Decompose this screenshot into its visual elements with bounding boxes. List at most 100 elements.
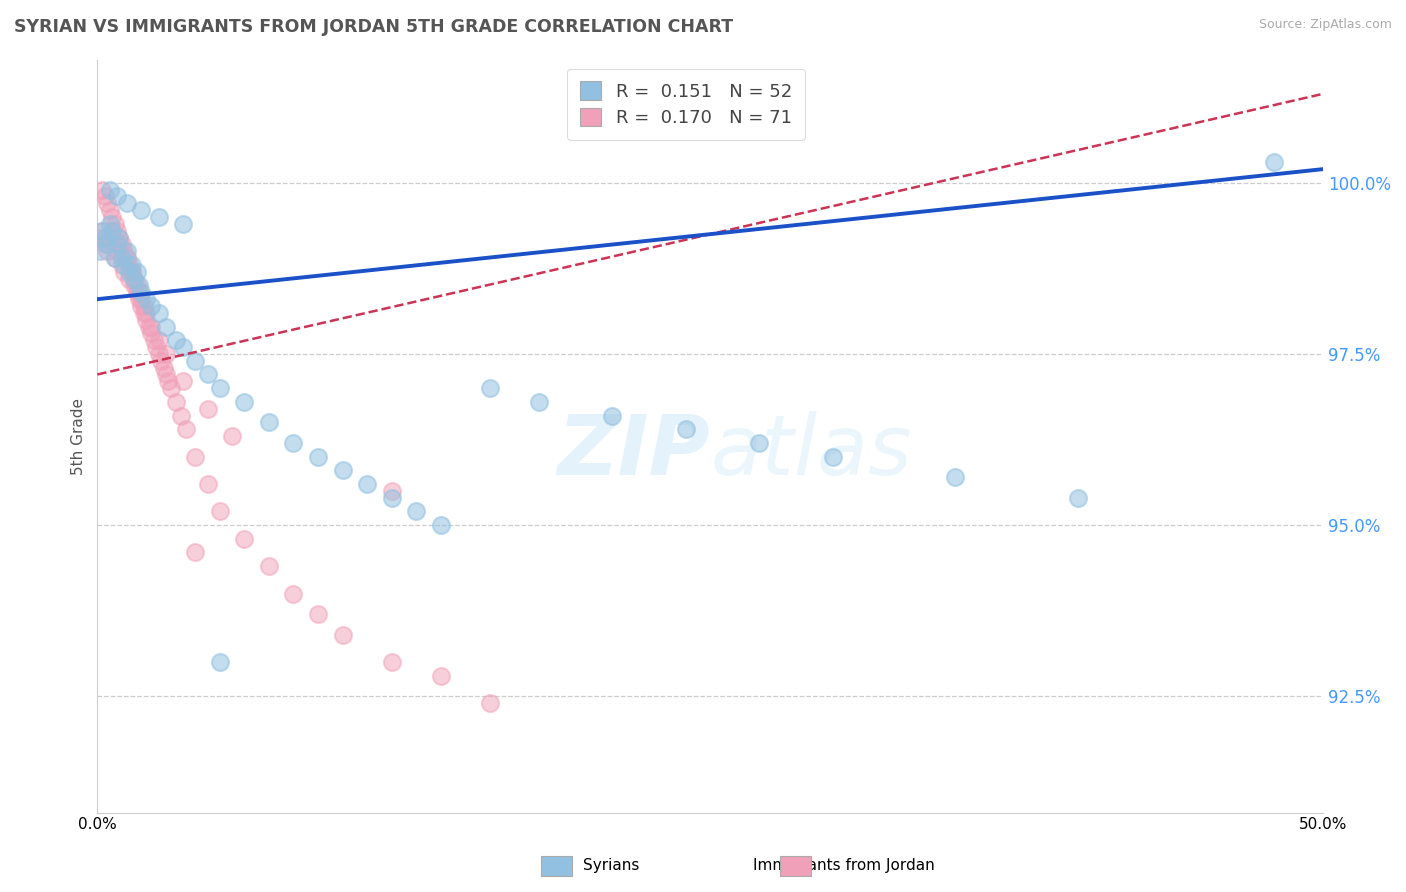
Point bbox=[148, 210, 170, 224]
Point bbox=[257, 559, 280, 574]
Point bbox=[197, 368, 219, 382]
Point bbox=[101, 224, 124, 238]
Point bbox=[172, 217, 194, 231]
Point bbox=[155, 368, 177, 382]
Point bbox=[118, 271, 141, 285]
Point bbox=[128, 292, 150, 306]
Point bbox=[405, 504, 427, 518]
Point bbox=[155, 319, 177, 334]
Point bbox=[135, 292, 157, 306]
Point bbox=[128, 278, 150, 293]
Point bbox=[118, 258, 141, 272]
Point bbox=[527, 394, 550, 409]
Point bbox=[208, 655, 231, 669]
Text: Source: ZipAtlas.com: Source: ZipAtlas.com bbox=[1258, 18, 1392, 31]
Point bbox=[356, 477, 378, 491]
Point bbox=[184, 545, 207, 559]
Point bbox=[108, 230, 131, 244]
Point bbox=[233, 394, 256, 409]
Point bbox=[112, 265, 135, 279]
Point bbox=[89, 244, 111, 259]
Point bbox=[93, 237, 115, 252]
Point bbox=[122, 271, 145, 285]
Text: ZIP: ZIP bbox=[558, 410, 710, 491]
Point bbox=[128, 285, 150, 300]
Point bbox=[283, 436, 305, 450]
Point bbox=[131, 292, 153, 306]
Point bbox=[125, 278, 148, 293]
Text: Immigrants from Jordan: Immigrants from Jordan bbox=[752, 858, 935, 872]
Point bbox=[283, 586, 305, 600]
Point bbox=[105, 189, 128, 203]
Point bbox=[165, 394, 187, 409]
Point bbox=[93, 230, 115, 244]
Point bbox=[821, 450, 844, 464]
Point bbox=[429, 518, 451, 533]
Point bbox=[93, 189, 115, 203]
Point bbox=[132, 306, 155, 320]
Point bbox=[142, 333, 165, 347]
Point bbox=[135, 306, 157, 320]
Point bbox=[105, 244, 128, 259]
Point bbox=[98, 203, 121, 218]
Point bbox=[108, 230, 131, 244]
Point bbox=[118, 265, 141, 279]
Point bbox=[148, 306, 170, 320]
Point bbox=[105, 224, 128, 238]
Point bbox=[122, 271, 145, 285]
Point bbox=[91, 224, 114, 238]
Point bbox=[172, 374, 194, 388]
Point bbox=[115, 196, 138, 211]
Point bbox=[96, 196, 118, 211]
Point bbox=[429, 668, 451, 682]
Point bbox=[148, 347, 170, 361]
Point bbox=[141, 299, 163, 313]
Point bbox=[600, 409, 623, 423]
Point bbox=[115, 251, 138, 265]
Point bbox=[115, 251, 138, 265]
Point bbox=[174, 422, 197, 436]
Point bbox=[197, 477, 219, 491]
Point bbox=[197, 401, 219, 416]
Text: SYRIAN VS IMMIGRANTS FROM JORDAN 5TH GRADE CORRELATION CHART: SYRIAN VS IMMIGRANTS FROM JORDAN 5TH GRA… bbox=[14, 18, 733, 36]
Point bbox=[125, 285, 148, 300]
Point bbox=[138, 319, 160, 334]
Point bbox=[91, 183, 114, 197]
Point bbox=[478, 381, 501, 395]
Point bbox=[257, 416, 280, 430]
Point bbox=[1067, 491, 1090, 505]
Point bbox=[208, 504, 231, 518]
Y-axis label: 5th Grade: 5th Grade bbox=[72, 398, 86, 475]
Point bbox=[332, 627, 354, 641]
Point bbox=[160, 381, 183, 395]
Point bbox=[122, 278, 145, 293]
Point bbox=[233, 532, 256, 546]
Point bbox=[131, 203, 153, 218]
Point bbox=[91, 224, 114, 238]
Point bbox=[141, 319, 163, 334]
Point bbox=[101, 224, 124, 238]
Point bbox=[165, 333, 187, 347]
Legend: R =  0.151   N = 52, R =  0.170   N = 71: R = 0.151 N = 52, R = 0.170 N = 71 bbox=[567, 69, 804, 140]
Point bbox=[111, 237, 134, 252]
Point bbox=[103, 217, 125, 231]
Text: atlas: atlas bbox=[710, 410, 912, 491]
Point bbox=[131, 299, 153, 313]
Point bbox=[208, 381, 231, 395]
Point bbox=[98, 183, 121, 197]
Point bbox=[115, 244, 138, 259]
Point bbox=[131, 285, 153, 300]
Point bbox=[184, 450, 207, 464]
Point bbox=[101, 210, 124, 224]
Point bbox=[748, 436, 770, 450]
Point bbox=[157, 374, 180, 388]
Point bbox=[945, 470, 967, 484]
Point bbox=[125, 265, 148, 279]
Point bbox=[152, 360, 174, 375]
Point bbox=[96, 244, 118, 259]
Point bbox=[96, 237, 118, 252]
Point bbox=[675, 422, 697, 436]
Point bbox=[108, 237, 131, 252]
Point bbox=[380, 491, 402, 505]
Point bbox=[89, 230, 111, 244]
